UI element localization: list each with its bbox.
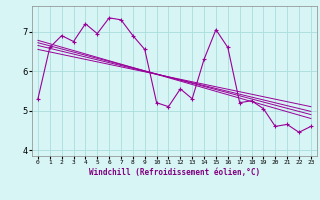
X-axis label: Windchill (Refroidissement éolien,°C): Windchill (Refroidissement éolien,°C) [89,168,260,177]
